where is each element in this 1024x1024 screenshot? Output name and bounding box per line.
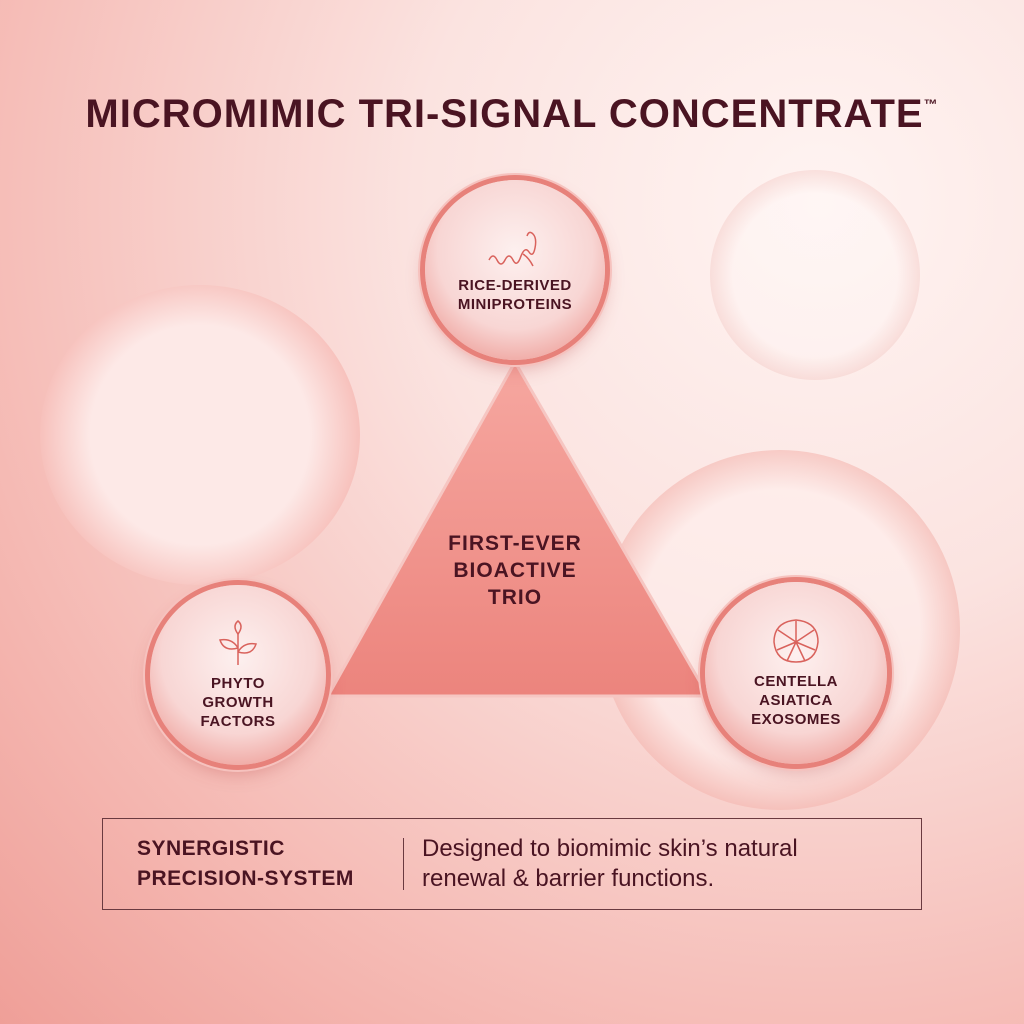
background-bubble [40, 285, 360, 585]
ingredient-label: MINIPROTEINS [457, 296, 573, 313]
center-line: BIOACTIVE [453, 559, 577, 582]
ingredient-orb-rice-miniproteins: RICE-DERIVED MINIPROTEINS [425, 180, 605, 360]
ingredient-label: ASIATICA [759, 691, 833, 709]
ingredient-label: FACTORS [200, 712, 276, 730]
ingredient-label: GROWTH [202, 693, 274, 711]
callout-body: Designed to biomimic skin’s natural rene… [422, 834, 798, 894]
trademark: ™ [923, 96, 939, 112]
centella-leaf-icon [773, 618, 819, 663]
ingredient-label: RICE-DERIVED [458, 277, 572, 294]
callout-body-line: renewal & barrier functions. [422, 865, 715, 892]
title-text: MICROMIMIC TRI-SIGNAL CONCENTRATE [85, 92, 924, 136]
ingredient-label: EXOSOMES [751, 710, 841, 728]
ingredient-orb-centella-exosomes: CENTELLA ASIATICA EXOSOMES [705, 582, 887, 764]
protein-helix-icon [488, 231, 537, 267]
callout-heading: SYNERGISTIC PRECISION-SYSTEM [103, 834, 403, 894]
background-bubble [710, 170, 920, 380]
plant-sprout-icon [219, 619, 257, 665]
callout-heading-line: SYNERGISTIC [137, 837, 285, 860]
page-title: MICROMIMIC TRI-SIGNAL CONCENTRATE™ [0, 92, 1024, 137]
triangle [325, 358, 711, 698]
callout-heading-line: PRECISION-SYSTEM [137, 867, 354, 890]
ingredient-label: CENTELLA [754, 672, 838, 690]
callout-body-line: Designed to biomimic skin’s natural [422, 835, 798, 862]
callout-box: SYNERGISTIC PRECISION-SYSTEM Designed to… [102, 818, 922, 910]
center-line: TRIO [487, 586, 543, 609]
callout-divider [403, 838, 404, 890]
ingredient-orb-phyto-growth-factors: PHYTO GROWTH FACTORS [150, 585, 326, 765]
center-label: FIRST-EVER BIOACTIVE TRIO [415, 530, 615, 611]
center-line: FIRST-EVER [448, 532, 582, 555]
ingredient-label: PHYTO [211, 674, 265, 692]
